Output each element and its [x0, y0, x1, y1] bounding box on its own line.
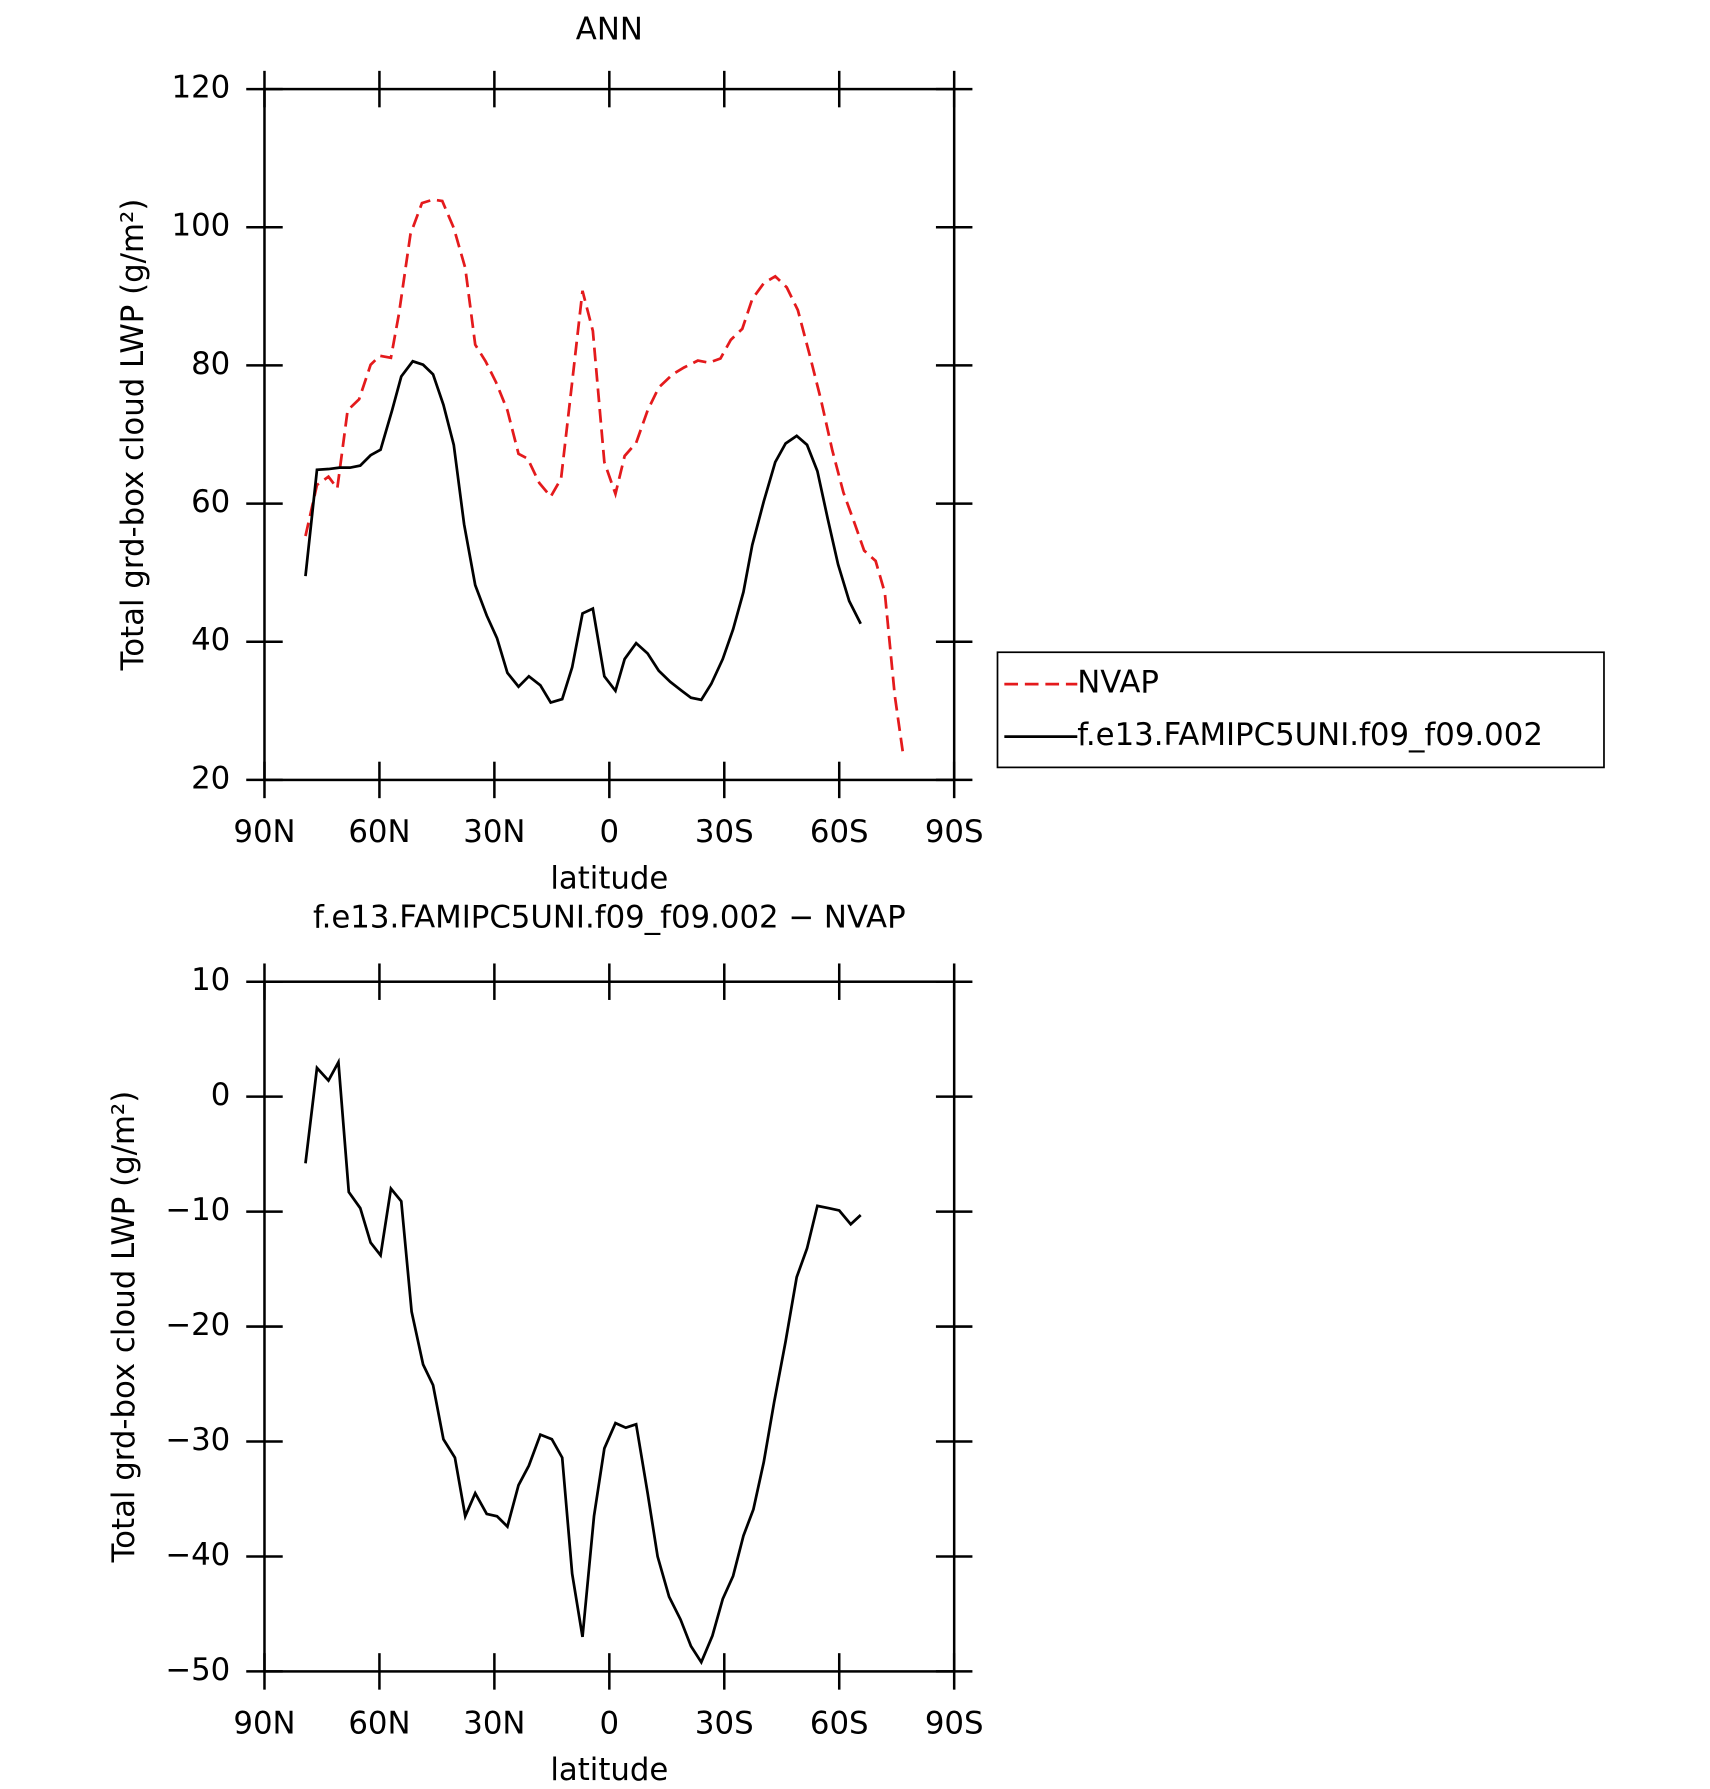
y-axis-label: Total grd-box cloud LWP (g/m²) [115, 199, 151, 672]
y-tick-label: 60 [191, 484, 230, 520]
x-tick-label: 90N [233, 1705, 295, 1741]
x-tick-label: 90S [925, 1705, 984, 1741]
x-axis-label: latitude [550, 1752, 668, 1788]
y-tick-label: −40 [165, 1537, 230, 1573]
plot-frame [263, 87, 956, 782]
x-tick-label: 30S [695, 814, 754, 850]
x-tick-label: 90S [925, 814, 984, 850]
legend-label: NVAP [1077, 665, 1159, 701]
y-tick-label: 20 [191, 760, 230, 796]
x-tick-label: 60S [810, 1705, 869, 1741]
x-tick-label: 30N [463, 1705, 525, 1741]
y-tick-label: −50 [165, 1652, 230, 1688]
y-tick-label: −10 [165, 1192, 230, 1228]
x-tick-label: 60N [348, 1705, 410, 1741]
legend-box [996, 651, 1605, 769]
y-tick-label: 100 [172, 208, 231, 244]
chart-title: ANN [576, 11, 643, 47]
y-tick-label: 0 [211, 1077, 231, 1113]
y-tick-label: −20 [165, 1307, 230, 1343]
y-tick-label: 10 [191, 962, 230, 998]
x-tick-label: 60S [810, 814, 869, 850]
chart-title: f.e13.FAMIPC5UNI.f09_f09.002 − NVAP [313, 900, 906, 936]
data-line [304, 1057, 862, 1666]
y-tick-label: 40 [191, 622, 230, 658]
x-tick-label: 30S [695, 1705, 754, 1741]
x-tick-label: 30N [463, 814, 525, 850]
legend: NVAP f.e13.FAMIPC5UNI.f09_f09.002 [996, 651, 1605, 769]
y-axis-label: Total grd-box cloud LWP (g/m²) [106, 1091, 142, 1564]
plot-frame [263, 980, 956, 1673]
x-tick-label: 60N [348, 814, 410, 850]
data-line [304, 359, 862, 705]
y-tick-label: 120 [172, 70, 231, 106]
x-tick-label: 0 [600, 1705, 620, 1741]
y-tick-label: 80 [191, 346, 230, 382]
y-tick-label: −30 [165, 1422, 230, 1458]
x-tick-label: 0 [600, 814, 620, 850]
legend-label: f.e13.FAMIPC5UNI.f09_f09.002 [1077, 717, 1543, 753]
x-tick-label: 90N [233, 814, 295, 850]
x-axis-label: latitude [550, 861, 668, 897]
data-line [304, 198, 905, 753]
